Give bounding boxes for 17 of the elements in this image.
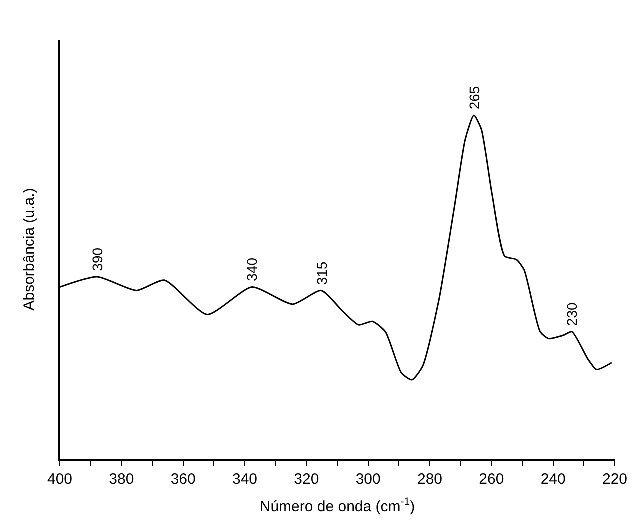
x-tick-label: 400 [47, 470, 73, 488]
annotation: 315 [314, 262, 330, 286]
annotation: 390 [89, 248, 106, 272]
x-tick-label: 360 [170, 470, 196, 488]
annotation: 340 [244, 258, 260, 282]
x-tick-label: 220 [602, 470, 628, 488]
y-axis-title: Absorbância (u.a.) [21, 188, 38, 311]
x-axis-title: Número de onda (cm$^{-1}$) [260, 496, 416, 516]
x-tick-label: 280 [417, 470, 443, 488]
annotation: 230 [564, 302, 580, 326]
x-tick-label: 340 [232, 470, 258, 488]
x-tick-label: 240 [540, 470, 566, 488]
x-tick-label: 320 [294, 470, 320, 488]
x-tick-label: 380 [109, 470, 134, 488]
x-tick-label: 300 [356, 470, 381, 488]
annotation: 265 [466, 86, 483, 110]
x-tick-label: 260 [479, 470, 504, 488]
